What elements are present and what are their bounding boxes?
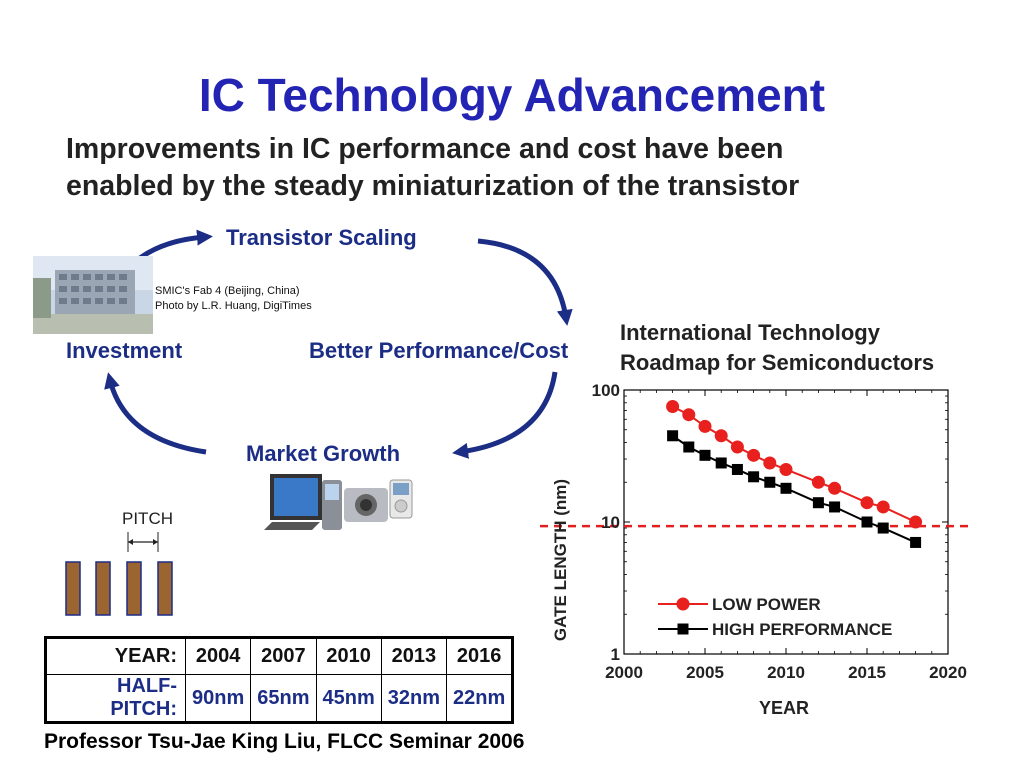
fab-photo (33, 256, 153, 334)
label-better-performance-cost: Better Performance/Cost (309, 338, 569, 363)
arrow-scaling-to-performance (477, 238, 573, 326)
pitch-bar (157, 561, 173, 616)
pitch-bar (65, 561, 81, 616)
data-point-high-performance (812, 497, 824, 509)
data-point-low-power (730, 440, 744, 454)
x-tick-label: 2000 (605, 663, 643, 682)
footer-credit: Professor Tsu-Jae King Liu, FLCC Seminar… (44, 730, 525, 753)
legend-label: LOW POWER (712, 595, 821, 614)
table-cell: 2013 (380, 637, 448, 675)
plot-area (623, 389, 949, 655)
subtitle-line-2: enabled by the steady miniaturization of… (66, 170, 800, 202)
table-cell: 2004 (184, 637, 252, 675)
pitch-label: PITCH (122, 509, 173, 528)
data-point-high-performance (780, 482, 792, 494)
half-pitch-table: YEAR: 2004 2007 2010 2013 2016 HALF-PITC… (44, 636, 515, 724)
y-tick-label: 100 (592, 381, 620, 400)
electronics-devices-image (264, 474, 413, 530)
label-transistor-scaling: Transistor Scaling (226, 225, 417, 250)
y-axis-label: GATE LENGTH (nm) (551, 479, 570, 641)
data-point-high-performance (731, 463, 743, 475)
data-point-low-power (698, 419, 712, 433)
arrow-performance-to-growth (452, 371, 558, 459)
data-point-high-performance (861, 516, 873, 528)
data-point-low-power (763, 456, 777, 470)
itrs-title-line-2: Roadmap for Semiconductors (620, 350, 935, 375)
slide-title: IC Technology Advancement (198, 69, 826, 121)
data-point-high-performance (764, 476, 776, 488)
year-row-header: YEAR: (45, 637, 186, 675)
data-point-high-performance (829, 501, 841, 513)
data-point-high-performance (910, 536, 922, 548)
arrow-growth-to-investment (104, 372, 207, 455)
table-cell: 22nm (445, 674, 514, 723)
legend-marker (676, 597, 690, 611)
table-cell: 2010 (315, 637, 382, 675)
photo-caption-line-2: Photo by L.R. Huang, DigiTimes (155, 300, 312, 312)
x-tick-label: 2005 (686, 663, 724, 682)
x-axis-label: YEAR (759, 698, 809, 718)
data-point-high-performance (667, 430, 679, 442)
arrow-investment-to-scaling (138, 229, 213, 261)
data-point-low-power (860, 496, 874, 510)
data-point-high-performance (683, 441, 695, 453)
data-point-low-power (666, 399, 680, 413)
half-pitch-row-header: HALF-PITCH: (45, 674, 186, 723)
half-pitch-row: HALF-PITCH: 90nm 65nm 45nm 32nm 22nm (45, 674, 514, 723)
pitch-bar (126, 561, 142, 616)
x-tick-label: 2010 (767, 663, 805, 682)
legend-marker (677, 623, 689, 635)
data-point-low-power (811, 475, 825, 489)
data-point-low-power (779, 462, 793, 476)
photo-caption-line-1: SMIC's Fab 4 (Beijing, China) (155, 285, 300, 297)
label-market-growth: Market Growth (246, 441, 401, 466)
table-cell: 65nm (250, 674, 317, 723)
table-cell: 32nm (380, 674, 448, 723)
data-point-high-performance (877, 522, 889, 534)
table-cell: 90nm (184, 674, 252, 723)
gate-length-chart: 2000 2005 2010 2015 2020 1 10 100 GATE LENGTH (… (540, 381, 972, 718)
pitch-diagram (65, 532, 173, 616)
data-point-high-performance (715, 457, 727, 469)
year-row: YEAR: 2004 2007 2010 2013 2016 (45, 637, 514, 675)
pitch-bar (95, 561, 111, 616)
label-investment: Investment (66, 338, 183, 363)
itrs-title-line-1: International Technology (620, 320, 880, 345)
data-point-low-power (909, 515, 923, 529)
x-tick-label: 2020 (929, 663, 967, 682)
table-cell: 2016 (445, 637, 514, 675)
data-point-low-power (682, 408, 696, 422)
legend-label: HIGH PERFORMANCE (712, 620, 892, 639)
data-point-low-power (747, 448, 761, 462)
data-point-low-power (876, 500, 890, 514)
itrs-title: International Technology Roadmap for Sem… (620, 318, 934, 378)
x-tick-label: 2015 (848, 663, 886, 682)
data-point-low-power (714, 429, 728, 443)
y-tick-label: 1 (611, 645, 620, 664)
data-point-high-performance (748, 471, 760, 483)
table-cell: 2007 (250, 637, 317, 675)
data-point-high-performance (699, 449, 711, 461)
y-tick-label: 10 (601, 513, 620, 532)
data-point-low-power (828, 481, 842, 495)
table-cell: 45nm (315, 674, 382, 723)
subtitle-line-1: Improvements in IC performance and cost … (66, 133, 784, 165)
